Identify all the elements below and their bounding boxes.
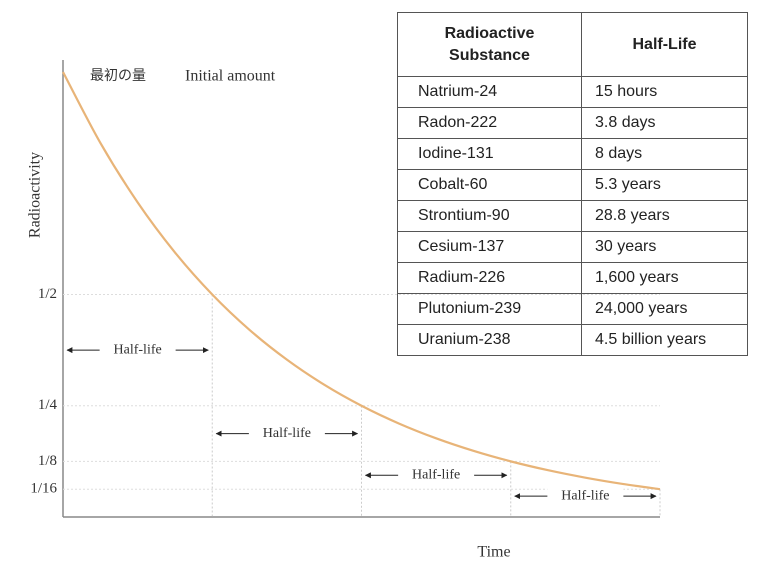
- half-life-cell: 5.3 years: [581, 169, 748, 201]
- x-axis-label: Time: [477, 544, 510, 561]
- annotation-en: Initial amount: [185, 68, 276, 85]
- label-bg: [547, 487, 624, 506]
- substance-cell: Radium-226: [397, 262, 582, 294]
- header-text: Radioactive Substance: [444, 24, 535, 64]
- half-life-cell: 4.5 billion years: [581, 324, 748, 356]
- label-bg: [398, 466, 475, 485]
- half-life-cell: 24,000 years: [581, 293, 748, 325]
- substance-cell: Cesium-137: [397, 231, 582, 263]
- header-cell: Radioactive Substance: [397, 12, 582, 77]
- substance-cell: Plutonium-239: [397, 293, 582, 325]
- substance-cell: Natrium-24: [397, 76, 582, 108]
- half-life-cell: 30 years: [581, 231, 748, 263]
- substance-cell: Cobalt-60: [397, 169, 582, 201]
- half-life-cell: 28.8 years: [581, 200, 748, 232]
- y-tick-label: 1/4: [38, 397, 58, 413]
- substance-cell: Uranium-238: [397, 324, 582, 356]
- y-tick-label: 1/16: [30, 481, 57, 497]
- y-tick-label: 1/8: [38, 453, 57, 469]
- half-life-table: Radioactive Substance Half-Life Natrium-…: [397, 12, 748, 356]
- half-life-cell: 1,600 years: [581, 262, 748, 294]
- half-life-label: Half-life: [561, 488, 609, 503]
- label-bg: [248, 424, 325, 443]
- substance-cell: Radon-222: [397, 107, 582, 139]
- half-life-label: Half-life: [263, 426, 311, 441]
- table-row: Iodine-131 8 days: [397, 138, 748, 170]
- half-life-label: Half-life: [114, 342, 162, 357]
- table-row: Uranium-238 4.5 billion years: [397, 324, 748, 356]
- header-cell: Half-Life: [581, 12, 748, 77]
- table-row: Cobalt-60 5.3 years: [397, 169, 748, 201]
- half-life-cell: 3.8 days: [581, 107, 748, 139]
- table-row: Cesium-137 30 years: [397, 231, 748, 263]
- substance-cell: Strontium-90: [397, 200, 582, 232]
- decay-curve: [62, 71, 661, 491]
- header-text: Half-Life: [632, 35, 697, 53]
- y-tick-label: 1/2: [38, 286, 57, 302]
- table-row: Radium-226 1,600 years: [397, 262, 748, 294]
- annotation-ja: 最初の量: [90, 67, 146, 84]
- half-life-label: Half-life: [412, 468, 460, 483]
- y-axis-label: Radioactivity: [27, 152, 44, 238]
- half-life-cell: 15 hours: [581, 76, 748, 108]
- table-row: Strontium-90 28.8 years: [397, 200, 748, 232]
- table-row: Natrium-24 15 hours: [397, 76, 748, 108]
- table-row: Radon-222 3.8 days: [397, 107, 748, 139]
- table-row: Plutonium-239 24,000 years: [397, 293, 748, 325]
- half-life-cell: 8 days: [581, 138, 748, 170]
- substance-cell: Iodine-131: [397, 138, 582, 170]
- label-bg: [99, 341, 176, 360]
